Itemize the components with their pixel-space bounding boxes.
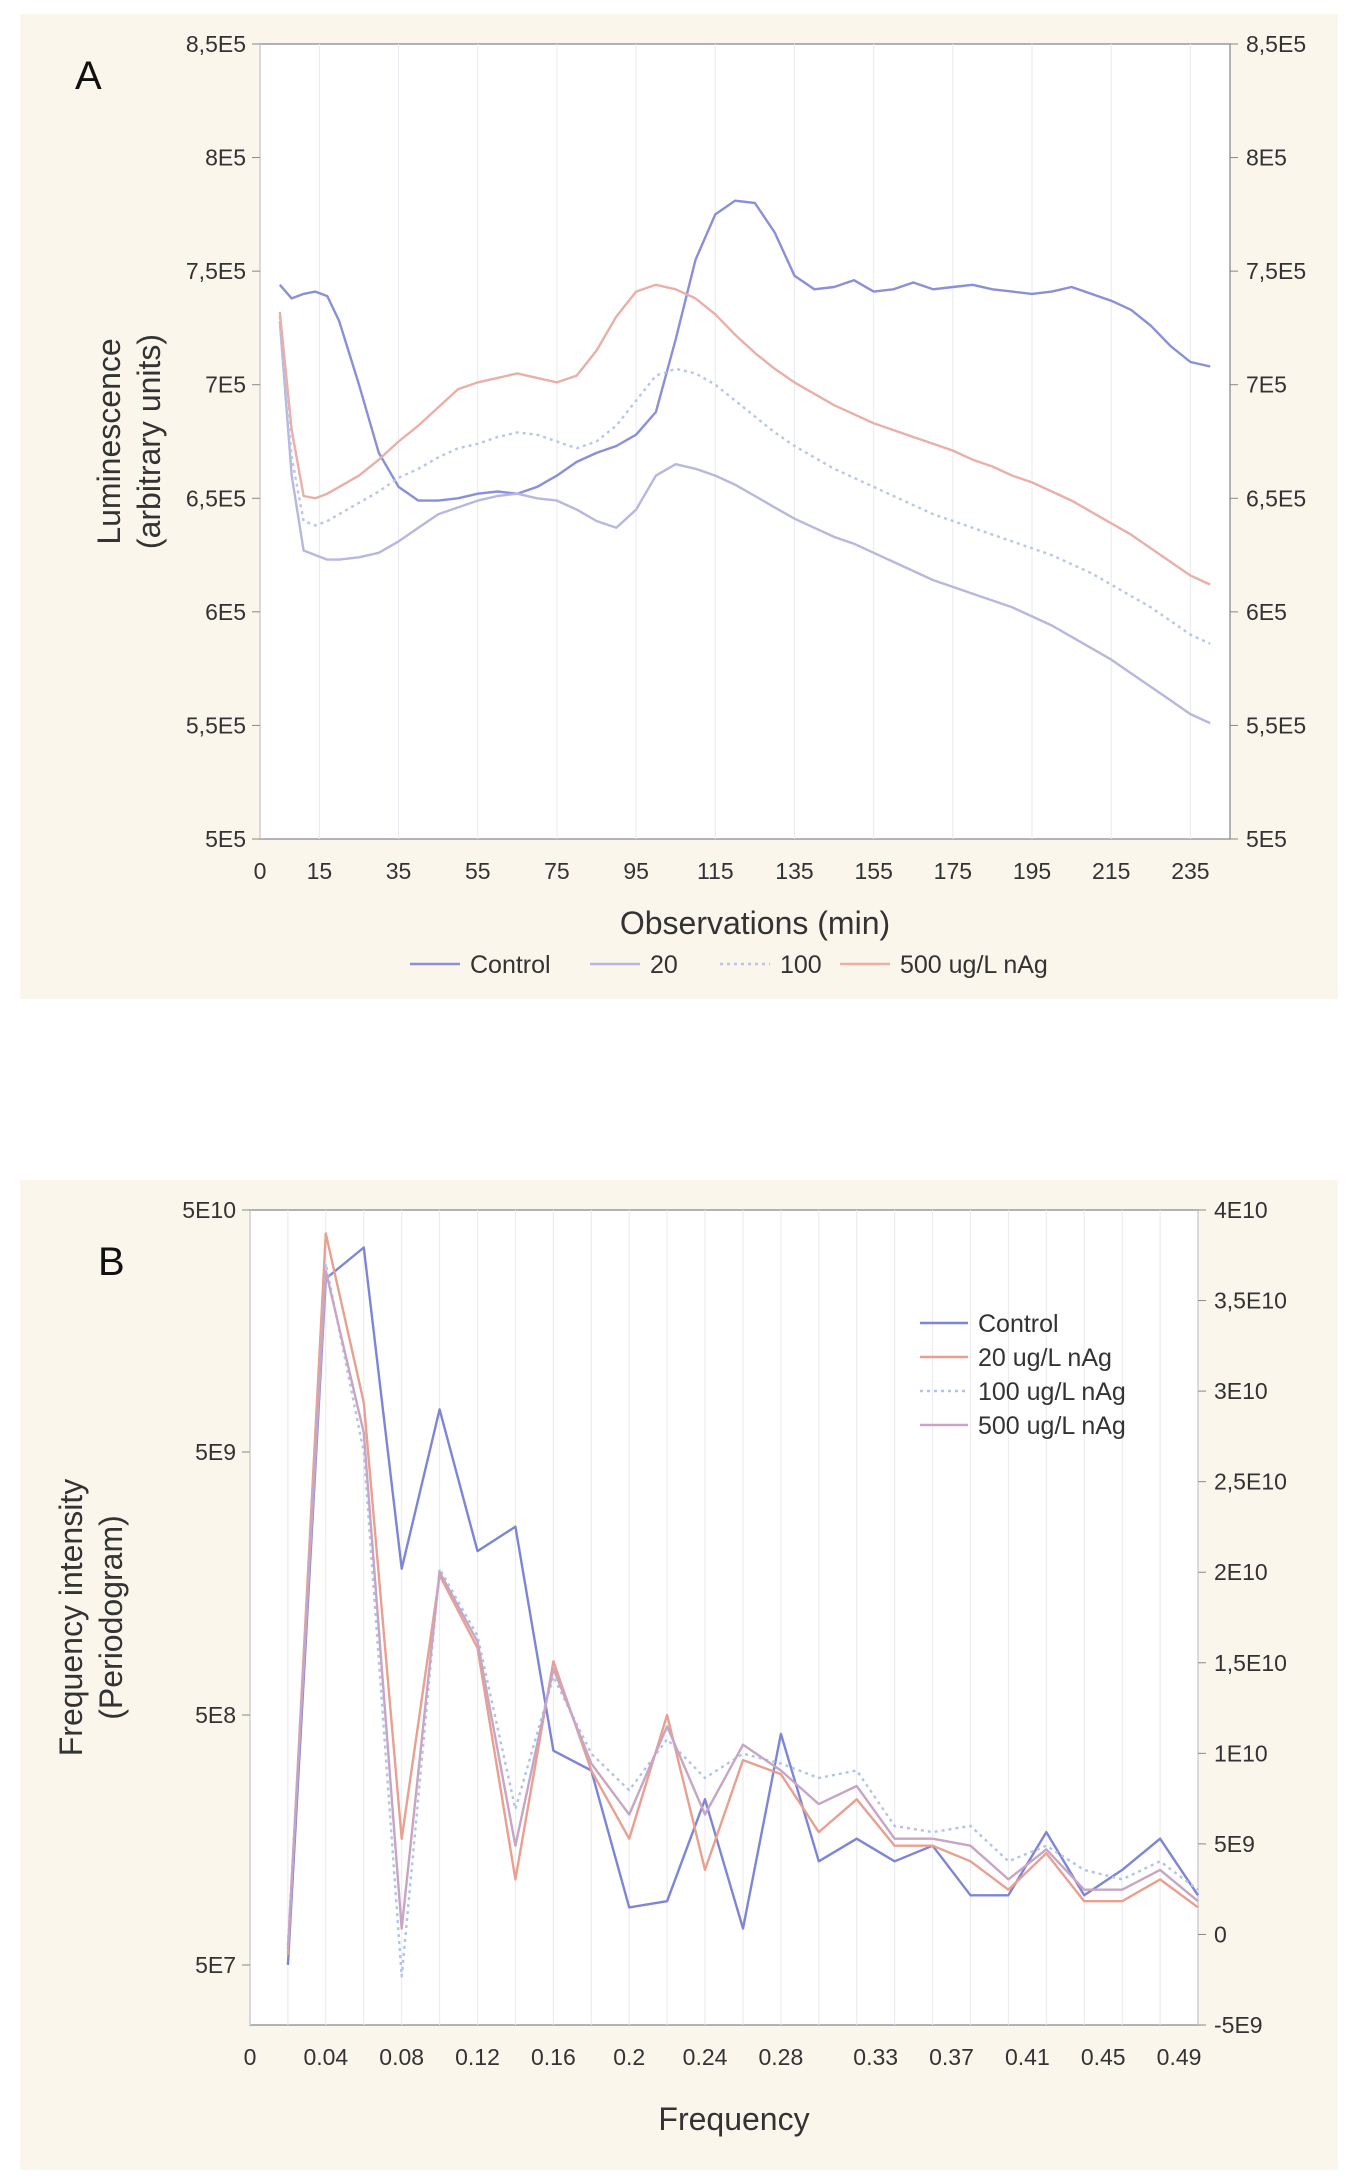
x-axis-title-a: Observations (min) <box>620 905 890 941</box>
y-right-tick-label-b: 1E10 <box>1214 1740 1268 1766</box>
y-axis-title-a: Luminescence (arbitrary units) <box>91 334 167 549</box>
y-right-tick-label-b: 1,5E10 <box>1214 1650 1287 1676</box>
y-right-tick-label-b: 3,5E10 <box>1214 1288 1287 1314</box>
legend-label-b: 500 ug/L nAg <box>978 1412 1126 1440</box>
y-tick-label-a: 6E5 <box>205 599 246 625</box>
panel-label-b: B <box>98 1240 125 1284</box>
y-tick-label-a: 7,5E5 <box>186 258 246 284</box>
y-right-tick-label-a: 5,5E5 <box>1246 712 1306 738</box>
x-tick-label-a: 155 <box>854 858 892 884</box>
y-tick-label-a: 8,5E5 <box>186 31 246 57</box>
y-axis-title-b: Frequency intensity (Periodogram) <box>53 1479 129 1756</box>
y-tick-label-a: 5,5E5 <box>186 712 246 738</box>
chart-b: 0 0.04 0.08 0.12 0.16 0.2 0.24 0.28 0.33 0.37 0.41… <box>53 1197 1287 2137</box>
x-tick-label-b: 0.04 <box>303 2044 348 2070</box>
x-tick-label-b: 0.37 <box>929 2044 974 2070</box>
x-tick-label-a: 55 <box>465 858 491 884</box>
y-tick-label-a: 6,5E5 <box>186 485 246 511</box>
y-right-tick-label-a: 7,5E5 <box>1246 258 1306 284</box>
y-tick-label-a: 5E5 <box>205 826 246 852</box>
panel-a: 0 15 35 55 75 95 115 135 155 175 195 215 235 5E5 5E5 5,… <box>20 14 1338 999</box>
x-axis-title-b: Frequency <box>658 2101 809 2137</box>
x-tick-label-a: 75 <box>544 858 570 884</box>
y-tick-label-a: 8E5 <box>205 145 246 171</box>
legend-label-a: 500 ug/L nAg <box>900 951 1048 979</box>
y-right-tick-label-b: 2E10 <box>1214 1559 1268 1585</box>
y-left-tick-label-b: 5E9 <box>195 1439 236 1465</box>
y-axis-title-line-b: (Periodogram) <box>93 1515 129 1720</box>
x-tick-label-b: 0.08 <box>379 2044 424 2070</box>
y-right-tick-label-b: -5E9 <box>1214 2012 1263 2038</box>
y-right-tick-label-a: 6E5 <box>1246 599 1287 625</box>
y-right-tick-label-a: 7E5 <box>1246 372 1287 398</box>
y-right-tick-label-b: 2,5E10 <box>1214 1469 1287 1495</box>
y-tick-label-a: 7E5 <box>205 372 246 398</box>
x-tick-label-b: 0 <box>244 2044 257 2070</box>
x-tick-label-a: 115 <box>697 858 734 884</box>
series-line-a <box>278 321 1211 725</box>
x-tick-label-b: 0.28 <box>758 2044 803 2070</box>
y-right-tick-label-a: 6,5E5 <box>1246 485 1306 511</box>
legend-label-b: 100 ug/L nAg <box>978 1378 1126 1406</box>
legend-label-a: Control <box>470 951 551 979</box>
legend-label-b: 20 ug/L nAg <box>978 1344 1112 1372</box>
x-tick-label-a: 195 <box>1013 858 1051 884</box>
x-tick-label-b: 0.41 <box>1005 2044 1050 2070</box>
y-axis-title-line-a: (arbitrary units) <box>131 334 167 549</box>
y-left-tick-label-b: 5E8 <box>195 1702 236 1728</box>
x-tick-label-b: 0.2 <box>613 2044 645 2070</box>
y-axis-title-line-b: Frequency intensity <box>53 1479 89 1756</box>
x-tick-label-a: 95 <box>623 858 649 884</box>
y-left-tick-label-b: 5E10 <box>182 1197 236 1223</box>
panel-b: 0 0.04 0.08 0.12 0.16 0.2 0.24 0.28 0.33 0.37 0.41… <box>20 1180 1338 2170</box>
legend-label-a: 20 <box>650 951 678 979</box>
x-tick-label-a: 135 <box>775 858 813 884</box>
x-tick-label-b: 0.16 <box>531 2044 576 2070</box>
plot-area-a <box>259 43 1231 840</box>
series-line-a <box>278 283 1211 586</box>
x-tick-label-a: 215 <box>1092 858 1130 884</box>
x-tick-label-a: 15 <box>307 858 333 884</box>
y-right-tick-label-b: 5E9 <box>1214 1831 1255 1857</box>
x-tick-label-a: 175 <box>934 858 972 884</box>
plot-area-b <box>249 1209 1199 2026</box>
series-line-b <box>286 1246 1199 1966</box>
x-tick-label-b: 0.12 <box>455 2044 500 2070</box>
panel-label-a: A <box>75 54 102 98</box>
x-tick-label-b: 0.24 <box>683 2044 728 2070</box>
x-tick-label-a: 35 <box>386 858 412 884</box>
x-tick-label-a: 0 <box>254 858 267 884</box>
y-right-tick-label-a: 8,5E5 <box>1246 31 1306 57</box>
x-tick-label-b: 0.45 <box>1081 2044 1126 2070</box>
legend-label-b: Control <box>978 1310 1059 1338</box>
series-line-a <box>278 199 1211 502</box>
x-tick-label-a: 235 <box>1171 858 1209 884</box>
y-axis-title-line-a: Luminescence <box>91 338 127 544</box>
y-left-tick-label-b: 5E7 <box>195 1952 236 1978</box>
legend-label-a: 100 <box>780 951 822 979</box>
y-right-tick-label-b: 3E10 <box>1214 1378 1268 1404</box>
y-right-tick-label-a: 5E5 <box>1246 826 1287 852</box>
y-right-tick-label-b: 4E10 <box>1214 1197 1268 1223</box>
chart-a: 0 15 35 55 75 95 115 135 155 175 195 215 235 5E5 5E5 5,… <box>75 31 1306 979</box>
y-right-tick-label-a: 8E5 <box>1246 145 1287 171</box>
x-tick-label-b: 0.49 <box>1157 2044 1202 2070</box>
x-tick-label-b: 0.33 <box>853 2044 898 2070</box>
y-right-tick-label-b: 0 <box>1214 1921 1227 1947</box>
series-line-b <box>286 1269 1199 1949</box>
